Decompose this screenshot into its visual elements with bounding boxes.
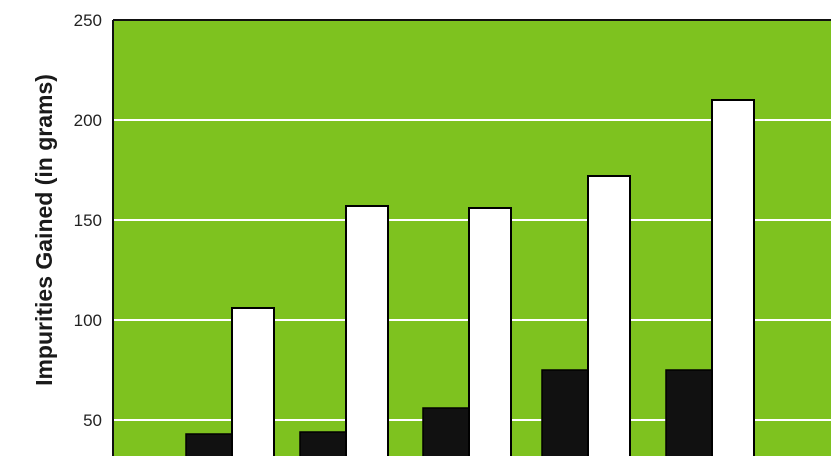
bar-series2-1 (231, 307, 275, 456)
bar-series2-3 (468, 207, 512, 456)
bar-series2-4 (587, 175, 631, 456)
bars (185, 99, 755, 456)
y-tick-label: 100 (74, 311, 102, 330)
y-axis-label: Impurities Gained (in grams) (31, 74, 57, 386)
y-tick-label: 250 (74, 11, 102, 30)
y-tick-labels: 50 100 150 200 250 (74, 11, 102, 430)
bar-series1-3 (422, 407, 470, 456)
bar-series2-2 (345, 205, 389, 456)
bar-series1-1 (185, 433, 233, 456)
bar-series1-5 (665, 369, 713, 456)
bar-series2-5 (711, 99, 755, 456)
y-tick-label: 150 (74, 211, 102, 230)
y-tick-label: 50 (83, 411, 102, 430)
y-tick-label: 200 (74, 111, 102, 130)
bar-series1-2 (299, 431, 347, 456)
bar-series1-4 (541, 369, 589, 456)
